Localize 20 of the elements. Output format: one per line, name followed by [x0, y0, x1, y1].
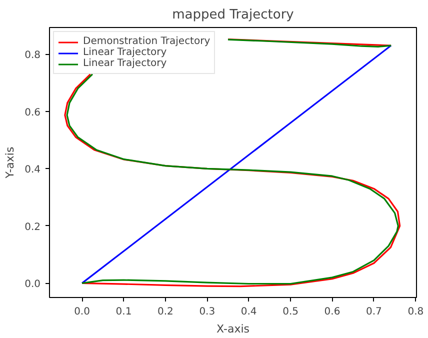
chart-title: mapped Trajectory — [172, 8, 294, 22]
y-axis-title: Y-axis — [4, 146, 17, 180]
x-tick-label: 0.4 — [240, 306, 257, 318]
y-tick-label: 0.6 — [24, 107, 41, 118]
y-tick-label: 0.4 — [24, 164, 41, 176]
x-tick-label: 0.7 — [366, 306, 382, 318]
x-tick-label: 0.1 — [116, 306, 132, 318]
x-tick-label: 0.0 — [74, 306, 90, 318]
x-tick-label: 0.2 — [157, 306, 174, 318]
legend-label: Linear Trajectory — [83, 47, 167, 58]
x-tick-label: 0.5 — [282, 306, 299, 318]
legend-label: Demonstration Trajectory — [83, 36, 210, 47]
y-tick-label: 0.0 — [24, 279, 41, 290]
x-tick-label: 0.6 — [324, 306, 340, 318]
y-tick-label: 0.2 — [24, 222, 41, 233]
legend-label: Linear Trajectory — [83, 58, 167, 69]
y-tick-label: 0.8 — [24, 50, 41, 62]
x-tick-label: 0.3 — [199, 306, 216, 318]
x-axis-title: X-axis — [216, 322, 250, 336]
x-tick-label: 0.8 — [408, 306, 424, 318]
